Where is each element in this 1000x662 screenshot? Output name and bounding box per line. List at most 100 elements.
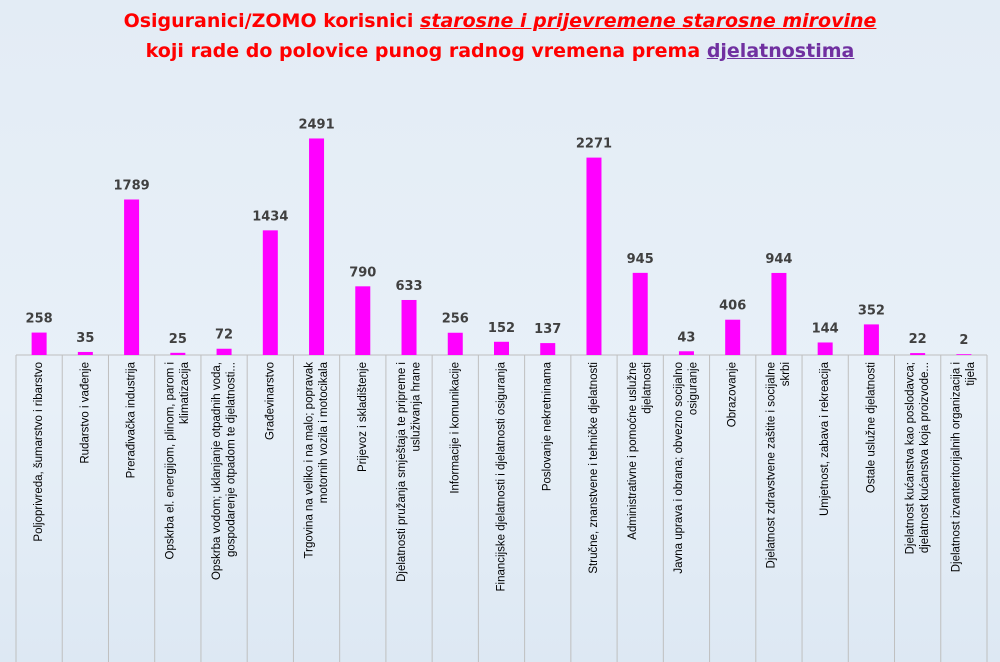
category-label: Poljoprivreda, šumarstvo i ribarstvo [33,362,45,542]
title-line1-part2: starosne i prijevremene starosne mirovin… [420,10,877,32]
title-line2-part2: djelatnostima [706,40,855,62]
category-label: Stručne, znanstvene i tehničke djelatnos… [588,362,600,574]
data-label: 25 [169,332,187,347]
bar [31,332,47,355]
title-line2-part1: koji rade do polovice punog radnog vreme… [145,40,701,62]
tick-label: Trgovina na veliko i na malo; popravak [303,362,315,559]
category-label: Djelatnost kućanstva kao poslodavca; djel… [904,362,931,554]
data-label: 72 [215,328,233,343]
data-label: 144 [812,321,839,336]
tick-label: djelatnosti [641,362,653,414]
bar [77,351,93,355]
data-label: 152 [488,321,515,336]
data-label: 137 [534,322,561,337]
data-label: 944 [765,252,792,267]
category-label: Poslovanje nekretninama [542,361,554,491]
tick-label: Stručne, znanstvene i tehničke djelatnos… [588,362,600,574]
bar [956,354,972,355]
data-label: 2491 [298,117,334,132]
category-label: Prerađivačka industrija [126,361,138,478]
tick-label: djelatnost kućanstva koja proizvode... [919,362,931,553]
tick-label: Djelatnost kućanstva kao poslodavca; [904,362,916,554]
category-label: Djelatnosti pružanja smještaja te pripre… [396,362,423,582]
category-label: Opskrba el. energijom, plinom, parom i kl… [165,361,192,559]
category-label: Financijske djelatnosti i djelatnosti os… [496,361,508,591]
bar [586,157,602,355]
category-label: Djelatnost zdravstvene zaštite i socijal… [766,362,793,568]
data-label: 258 [26,312,53,327]
bar [678,351,694,355]
category-label: Obrazovanje [727,362,739,427]
bar [401,299,417,355]
tick-label: Poljoprivreda, šumarstvo i ribarstvo [33,362,45,542]
bar [447,332,463,355]
tick-label: Rudarstvo i vađenje [79,362,91,464]
tick-label: Umjetnost, zabava i rekreacija [819,361,831,516]
tick-label: Prijevoz i skladištenje [357,362,369,472]
bar [494,341,509,355]
tick-label: Javna uprava i obrana; obvezno socijalno [673,362,685,574]
tick-label: Opskrba vodom; uklanjanje otpadnih voda, [211,362,223,580]
bar [355,286,371,355]
tick-label: osiguranje [688,362,700,415]
data-label: 43 [677,330,695,345]
tick-label: Poslovanje nekretninama [542,361,554,491]
tick-label: Opskrba el. energijom, plinom, parom i [165,362,177,560]
category-label: Informacije i komunikacije [449,362,461,494]
data-label: 633 [395,279,422,294]
tick-label: usluživanja hrane [410,362,422,452]
bar [262,230,278,355]
chart-title: Osiguranici/ZOMO korisnici starosne i pr… [0,6,1000,66]
data-label: 22 [909,332,927,347]
tick-label: motornih vozila i motocikala [318,361,330,503]
data-label: 1789 [114,178,150,193]
category-label: Umjetnost, zabava i rekreacija [819,361,831,516]
bar [309,138,325,355]
tick-label: Građevinarstvo [264,362,276,440]
category-label: Opskrba vodom; uklanjanje otpadnih voda,… [211,362,238,580]
tick-label: Prerađivačka industrija [126,361,138,478]
tick-label: Obrazovanje [727,362,739,427]
data-label: 2271 [576,137,612,152]
data-label: 790 [349,265,376,280]
data-label: 352 [858,303,885,318]
data-label: 35 [76,331,94,346]
bar [863,324,879,355]
tick-label: Djelatnost zdravstvene zaštite i socijal… [766,362,778,568]
data-label: 2 [959,333,968,348]
tick-label: tijela [965,361,977,385]
bar [632,272,648,355]
bar [170,352,186,355]
category-label: Javna uprava i obrana; obvezno socijalno… [673,362,700,574]
tick-label: Administrativne i pomoćne uslužne [627,362,639,540]
bar [124,199,140,355]
tick-label: gospodarenje otpadom te djelatnosti... [225,362,237,557]
bar [817,342,833,355]
bar [725,319,741,355]
category-label: Djelatnost izvanteritorijalnih organizac… [951,361,978,572]
category-label: Prijevoz i skladištenje [357,362,369,472]
category-label: Ostale uslužne djelatnosti [865,362,877,493]
bar [910,353,926,355]
category-label: Administrativne i pomoćne uslužne djelatn… [627,362,654,540]
category-label: Rudarstvo i vađenje [79,362,91,464]
tick-label: skrbi [780,362,792,386]
category-label: Građevinarstvo [264,362,276,440]
title-line1-part1: Osiguranici/ZOMO korisnici [123,10,414,32]
tick-label: Djelatnost izvanteritorijalnih organizac… [951,362,963,572]
bar [771,272,787,355]
data-label: 256 [442,312,469,327]
title-line-1: Osiguranici/ZOMO korisnici starosne i pr… [0,6,1000,36]
tick-label: klimatizacija [179,361,191,424]
tick-label: Ostale uslužne djelatnosti [865,362,877,493]
data-label: 1434 [252,209,288,224]
data-label: 945 [627,252,654,267]
data-label: 406 [719,299,746,314]
category-label: Trgovina na veliko i na malo; popravak mo… [303,361,330,558]
tick-label: Financijske djelatnosti i djelatnosti os… [496,361,508,591]
tick-label: Informacije i komunikacije [449,362,461,494]
bar [216,348,232,355]
bar [540,343,556,355]
tick-label: Djelatnosti pružanja smještaja te pripre… [396,362,408,582]
